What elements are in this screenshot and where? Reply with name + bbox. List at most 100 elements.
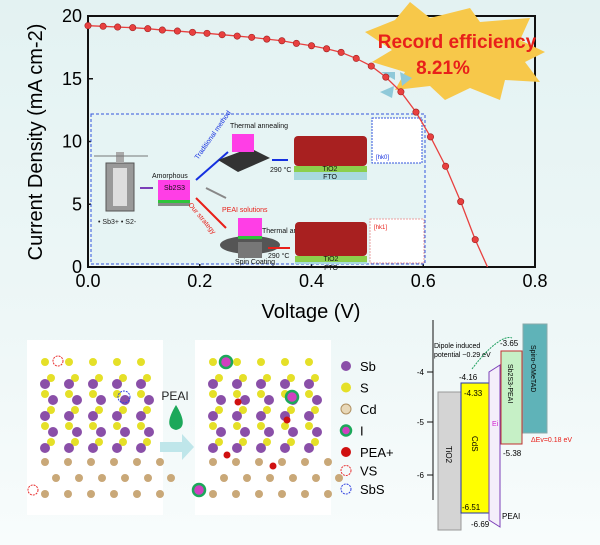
data-point [218,31,226,39]
sb-atom [136,379,146,389]
dipole-line2: potential ~0.29 eV [434,352,491,359]
s-atom [215,406,223,414]
sb-atom [208,443,218,453]
sb-atom [96,395,106,405]
s-atom [311,406,319,414]
legend-label: Sb [360,359,376,374]
film-top [294,136,367,180]
s-atom [263,438,271,446]
data-point [158,26,166,34]
s-atom [239,438,247,446]
sb-atom [64,443,74,453]
cd-atom [301,490,309,498]
legend-swatch [340,465,352,476]
value-5-38: -5.38 [503,449,522,458]
legend-label: PEA+ [360,445,394,460]
cd-atom [110,490,118,498]
data-point [278,37,286,45]
pea-ion [269,462,277,470]
s-atom [47,438,55,446]
data-point [173,27,181,35]
data-point [352,54,360,62]
tio2-label: TiO2 [444,446,453,464]
s-atom [305,390,313,398]
s-atom [95,438,103,446]
s-atom [209,358,217,366]
s-atom [305,422,313,430]
sb-atom [280,379,290,389]
spin-label: Spin Coating [235,259,275,266]
starburst [365,2,545,100]
sb-atom [304,443,314,453]
transform-arrow-icon [160,434,194,460]
sb-atom [112,379,122,389]
annotation-line1: Record efficiency [378,32,537,53]
legend-swatch [339,424,353,437]
s-atom [239,406,247,414]
cd-atom [41,458,49,466]
sb-atom [144,395,154,405]
sb-atom [88,443,98,453]
s-atom [143,374,151,382]
sb-atom [64,411,74,421]
legend-label: I [360,424,364,439]
s-atom [233,358,241,366]
data-point [233,32,241,40]
dir-bottom: [hk1] [374,225,387,231]
s-atom [263,374,271,382]
s-atom [311,374,319,382]
sb-atom [88,411,98,421]
y-tick-label: 5 [72,194,82,214]
s-atom [137,358,145,366]
y-axis-label: Current Density (mA cm-2) [25,24,47,261]
peai-label: PEAI [502,512,520,521]
cd-atom [255,490,263,498]
s-atom [233,390,241,398]
s-atom [65,390,73,398]
sb-atom [256,411,266,421]
cd-atom [121,474,129,482]
sb-atom [208,379,218,389]
data-point [248,33,256,41]
data-point [382,73,390,81]
sb-atom [256,443,266,453]
thermal-bottom: Thermal annealing [262,228,320,235]
data-point [129,24,137,32]
tio2-bottom: TiO2 [324,256,339,263]
traditional-arrow [195,151,229,181]
sb-atom [64,379,74,389]
band-diagram: -4 -5 -6 TiO2 CdS PEAI Sb2S3-PEAI Spiro-… [417,320,572,531]
s-atom [311,438,319,446]
i-atom [191,482,207,498]
s-atom [47,406,55,414]
our-arrow [195,197,227,229]
sb-atom [240,395,250,405]
data-point [307,42,315,50]
s-atom [215,374,223,382]
s-atom [89,422,97,430]
i-atom [284,389,300,405]
value-4-16: -4.16 [459,373,478,382]
s-atom [287,406,295,414]
data-point [442,162,450,170]
cd-atom [98,474,106,482]
s-atom [89,358,97,366]
s-atom [257,422,265,430]
s-atom [209,390,217,398]
sb2s3-peai-label: Sb2S3-PEAI [506,364,513,403]
s-atom [71,374,79,382]
cd-atom [324,490,332,498]
s-atom [209,422,217,430]
s-atom [281,422,289,430]
sb-atom [312,395,322,405]
cd-atom [133,458,141,466]
cd-atom [232,458,240,466]
cd-atom [64,458,72,466]
sb2s3-label: Sb2S3 [164,185,185,192]
data-point [84,22,92,30]
thermal-annealing-top: Thermal annealing [230,123,288,130]
peai-arrow-label: PEAI [161,389,188,403]
sb-atom [312,427,322,437]
spiro-label: Spiro-OMeTAD [529,345,536,392]
cd-atom [209,490,217,498]
